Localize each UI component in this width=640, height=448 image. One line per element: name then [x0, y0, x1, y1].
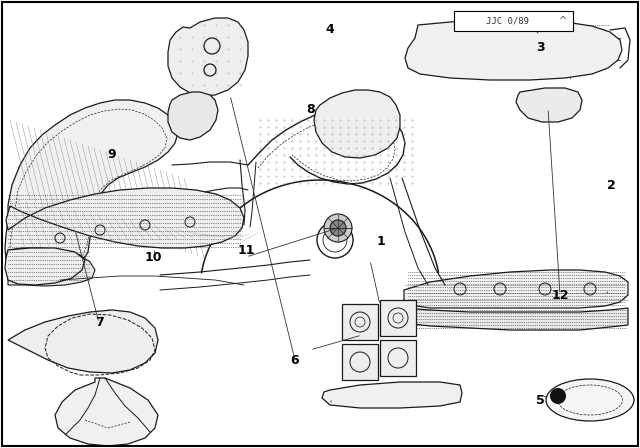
Text: 12: 12 — [551, 289, 569, 302]
Polygon shape — [314, 90, 400, 158]
FancyBboxPatch shape — [380, 300, 416, 336]
Circle shape — [330, 220, 346, 236]
Ellipse shape — [546, 379, 634, 421]
Text: 3: 3 — [536, 40, 545, 54]
Polygon shape — [6, 188, 244, 248]
FancyBboxPatch shape — [342, 344, 378, 380]
Text: 7: 7 — [95, 316, 104, 329]
FancyBboxPatch shape — [342, 304, 378, 340]
Text: 8: 8 — [306, 103, 315, 116]
Text: ^: ^ — [559, 16, 568, 26]
Text: 11: 11 — [237, 244, 255, 258]
Polygon shape — [168, 92, 218, 140]
Polygon shape — [404, 270, 628, 308]
FancyBboxPatch shape — [380, 340, 416, 376]
Text: JJC 0/89: JJC 0/89 — [486, 17, 529, 26]
Bar — [454, 11, 573, 31]
Polygon shape — [5, 248, 85, 285]
Polygon shape — [404, 308, 628, 330]
Text: 6: 6 — [290, 354, 299, 367]
Polygon shape — [8, 310, 158, 373]
Text: 4: 4 — [325, 22, 334, 36]
Text: 9: 9 — [108, 148, 116, 161]
Polygon shape — [322, 382, 462, 408]
Polygon shape — [405, 20, 622, 80]
Text: 1: 1 — [376, 235, 385, 249]
Circle shape — [324, 214, 352, 242]
Polygon shape — [168, 18, 248, 96]
Text: 2: 2 — [607, 179, 616, 193]
Polygon shape — [516, 88, 582, 122]
Circle shape — [550, 388, 566, 404]
Polygon shape — [55, 378, 158, 446]
Polygon shape — [5, 100, 178, 274]
Text: 10: 10 — [145, 251, 163, 264]
Text: 5: 5 — [536, 394, 545, 408]
Polygon shape — [6, 248, 95, 286]
